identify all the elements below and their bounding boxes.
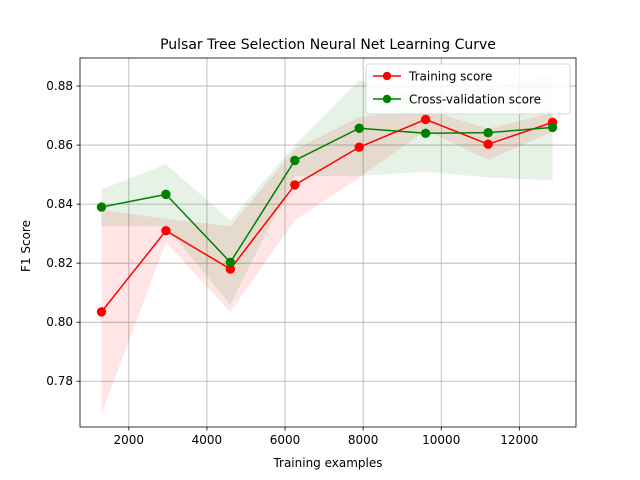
chart-title: Pulsar Tree Selection Neural Net Learnin…: [160, 37, 496, 53]
training-score-point: [420, 114, 431, 125]
cv-score-band: [101, 74, 553, 305]
x-tick-label: 10000: [422, 433, 460, 447]
x-tick-label: 2000: [114, 433, 145, 447]
cv-score-point: [290, 155, 300, 166]
x-tick-label: 4000: [192, 433, 223, 447]
cv-score-line: [101, 126, 553, 264]
training-score-point: [290, 180, 300, 190]
x-tick-label: 12000: [500, 433, 538, 447]
y-axis-label: F1 Score: [19, 220, 33, 272]
x-tick-label: 6000: [270, 433, 301, 447]
x-axis-label: Training examples: [272, 456, 382, 470]
legend-training-label: Training score: [408, 70, 492, 84]
y-tick-label: 0.78: [46, 374, 73, 388]
training-score-point: [161, 225, 171, 236]
y-tick-label: 0.82: [46, 256, 73, 270]
legend-training-marker: [382, 71, 392, 81]
cv-score-point: [225, 257, 236, 267]
training-score-point: [96, 307, 107, 317]
cv-score-point: [420, 128, 431, 138]
y-tick-label: 0.88: [46, 79, 73, 93]
axes-frame: [79, 57, 577, 428]
training-score-point: [483, 139, 493, 149]
legend-cv-label: Cross-validation score: [409, 93, 541, 107]
cv-score-point: [354, 123, 364, 133]
cv-score-point: [161, 189, 171, 200]
cv-score-point: [483, 127, 493, 138]
training-score-band: [101, 109, 553, 414]
legend-cv-marker: [382, 94, 392, 104]
training-score-point: [354, 142, 364, 152]
legend-box: [365, 63, 571, 115]
training-score-line: [100, 118, 553, 313]
cv-score-point: [96, 202, 107, 212]
y-tick-label: 0.86: [46, 138, 73, 152]
plot-area: 2000 4000 6000 8000 10000 12000 0.78 0.80 0.82 0.…: [46, 57, 577, 447]
y-tick-label: 0.80: [46, 315, 73, 329]
x-tick-label: 8000: [348, 433, 379, 447]
cv-score-point: [547, 122, 558, 133]
y-tick-label: 0.84: [46, 197, 73, 211]
